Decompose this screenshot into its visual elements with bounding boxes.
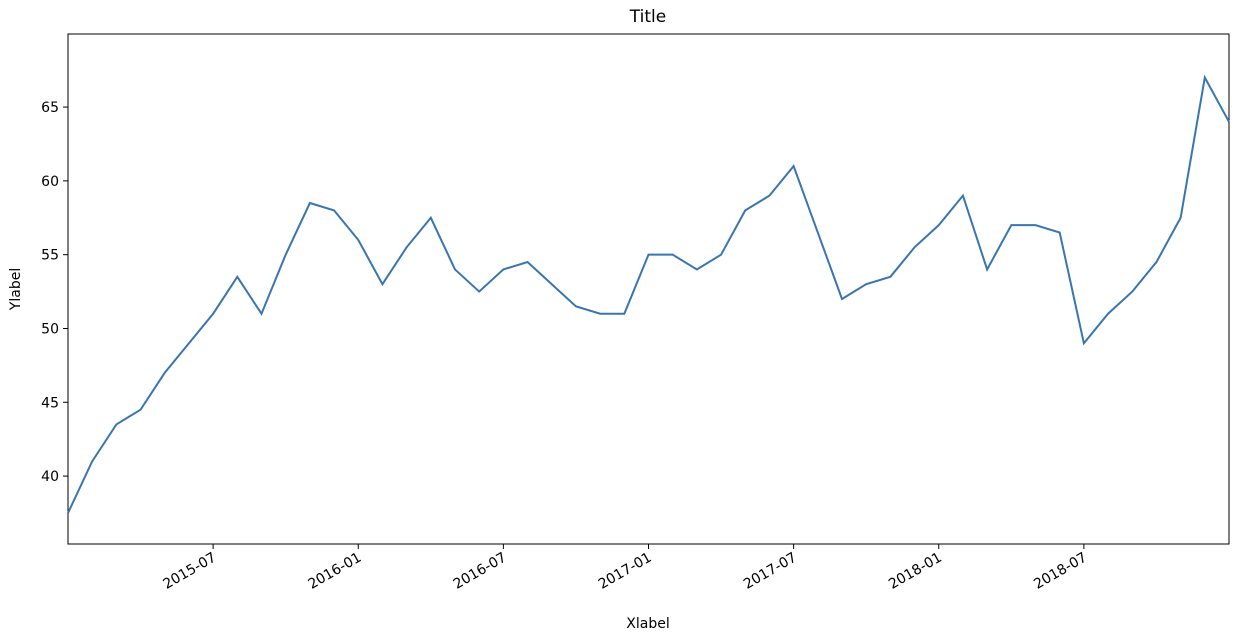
y-tick-label: 50 — [41, 321, 59, 337]
x-tick-label: 2018-01 — [886, 550, 945, 593]
x-tick-label: 2016-01 — [306, 550, 365, 593]
x-tick-label: 2018-07 — [1031, 550, 1090, 593]
x-tick-label: 2017-07 — [741, 550, 800, 593]
chart-title: Title — [629, 7, 666, 27]
y-tick-label: 65 — [41, 100, 59, 116]
x-axis-label: Xlabel — [626, 616, 669, 632]
x-tick-label: 2017-01 — [596, 550, 655, 593]
data-line — [67, 74, 1230, 514]
y-tick-label: 60 — [41, 174, 59, 190]
y-axis-label: Ylabel — [8, 268, 24, 311]
x-tick-label: 2016-07 — [451, 550, 510, 593]
x-tick-label: 2015-07 — [160, 550, 219, 593]
plot-frame — [67, 33, 1230, 545]
y-tick-label: 45 — [41, 395, 59, 411]
y-tick-label: 55 — [41, 248, 59, 264]
y-tick-label: 40 — [41, 469, 59, 485]
